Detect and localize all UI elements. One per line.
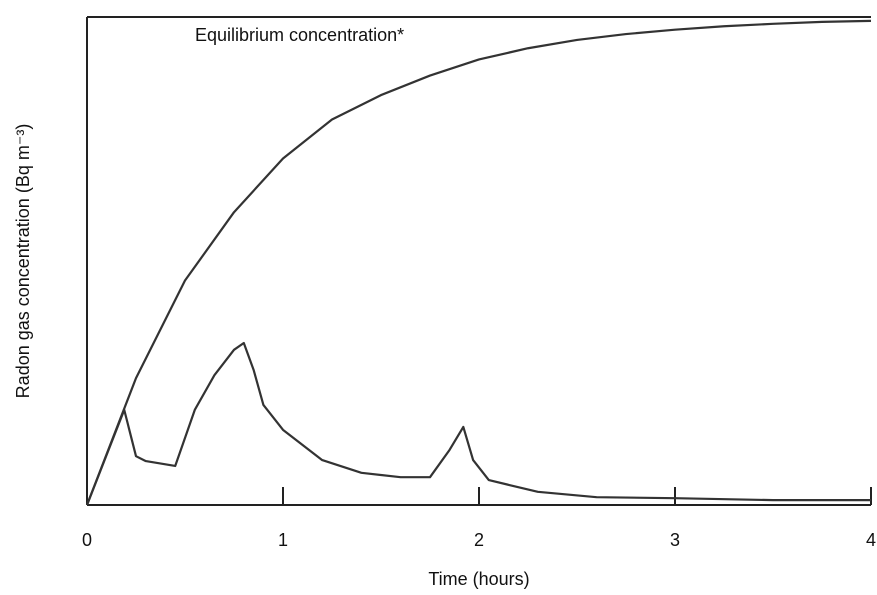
line: [85, 341, 871, 506]
x-tick-label: 1: [278, 530, 288, 550]
annotation: Equilibrium concentration*: [195, 25, 404, 45]
x-tick-label: 2: [474, 530, 484, 550]
y-axis-label: Radon gas concentration (Bq m⁻³): [13, 124, 33, 399]
x-tick-label: 0: [82, 530, 92, 550]
x-axis-label: Time (hours): [428, 569, 529, 589]
x-tick-label: 3: [670, 530, 680, 550]
x-tick-label: 4: [866, 530, 876, 550]
line: [85, 19, 872, 506]
